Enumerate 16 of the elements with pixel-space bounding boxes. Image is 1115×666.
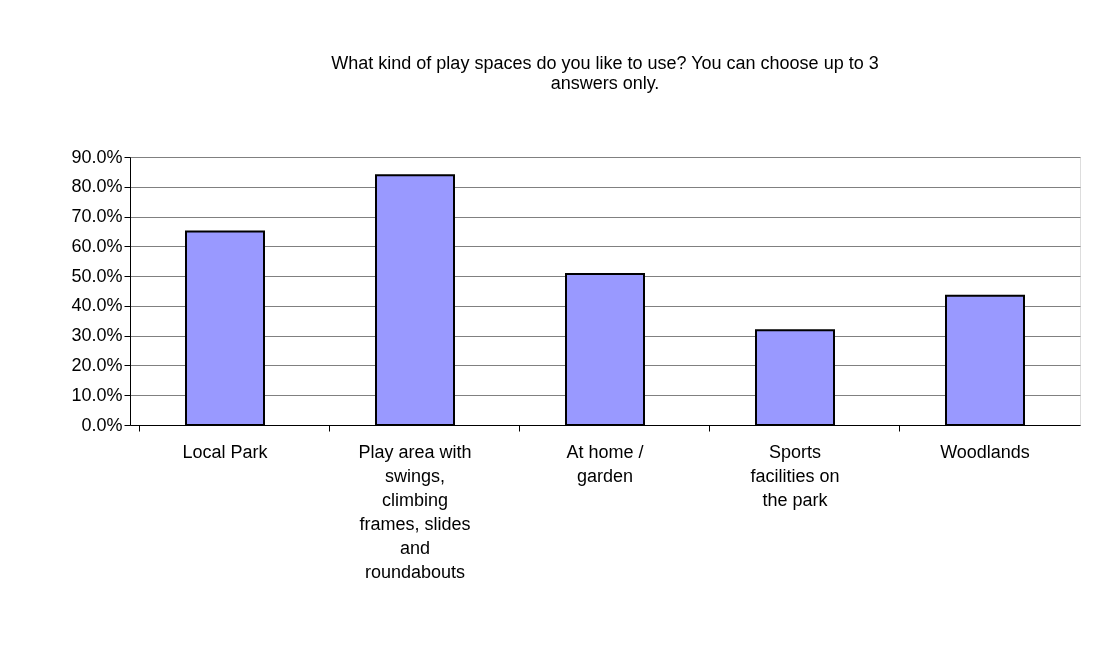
y-tick-label: 80.0% [71,176,123,197]
x-tick-label: At home / garden [566,441,644,486]
y-tick-label: 20.0% [71,354,123,375]
y-tick-label: 40.0% [71,295,123,316]
x-tick-label: Local Park [182,441,269,462]
x-tick-label: Woodlands [940,441,1030,462]
y-tick-label: 30.0% [71,325,123,346]
y-tick-label: 10.0% [71,384,123,405]
chart-title: What kind of play spaces do you like to use? You can choose up to 3 answers only. [331,53,879,93]
y-tick-label: 0.0% [81,414,123,435]
y-tick-label: 70.0% [71,206,123,227]
x-tick-label: Sports facilities on the park [750,441,840,510]
y-tick-label: 60.0% [71,235,123,256]
x-tick-label: Play area with swings, climbing frames, slides and roundabouts [358,441,472,582]
y-tick-label: 50.0% [71,265,123,286]
y-tick-label: 90.0% [71,146,123,167]
